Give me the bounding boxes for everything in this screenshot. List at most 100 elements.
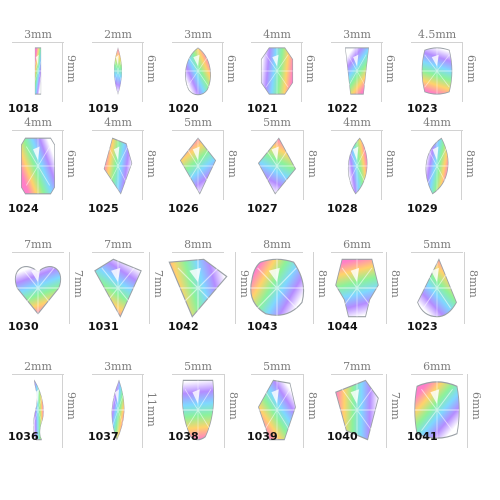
product-code: 1023 bbox=[407, 320, 438, 333]
product-code: 1044 bbox=[327, 320, 358, 333]
height-label: 9mm bbox=[65, 55, 78, 83]
triangle-icon bbox=[168, 258, 228, 318]
width-rule bbox=[92, 374, 144, 375]
height-label: 11mm bbox=[145, 392, 158, 427]
product-code: 1028 bbox=[327, 202, 358, 215]
width-label: 7mm bbox=[104, 238, 132, 251]
cushion-icon bbox=[419, 47, 455, 95]
height-label: 8mm bbox=[467, 270, 480, 298]
product-code: 1041 bbox=[407, 430, 438, 443]
width-label: 3mm bbox=[184, 28, 212, 41]
width-label: 5mm bbox=[263, 360, 291, 373]
height-label: 6mm bbox=[304, 55, 317, 83]
height-rule bbox=[224, 374, 225, 448]
height-rule bbox=[142, 130, 143, 200]
heart-icon bbox=[14, 259, 62, 317]
height-rule bbox=[62, 130, 63, 200]
height-rule bbox=[461, 130, 462, 200]
height-label: 7mm bbox=[72, 270, 85, 298]
width-label: 5mm bbox=[263, 116, 291, 129]
height-label: 8mm bbox=[316, 270, 329, 298]
height-label: 7mm bbox=[389, 392, 402, 420]
width-label: 6mm bbox=[423, 360, 451, 373]
width-label: 4mm bbox=[24, 116, 52, 129]
height-rule bbox=[313, 252, 314, 324]
height-label: 8mm bbox=[464, 150, 477, 178]
teardrop-icon bbox=[417, 258, 457, 318]
marquise-icon bbox=[110, 47, 126, 95]
width-rule bbox=[12, 374, 64, 375]
emerald-cut-icon bbox=[21, 137, 55, 195]
width-rule bbox=[331, 130, 383, 131]
leaf-icon bbox=[343, 137, 371, 195]
width-rule bbox=[411, 374, 463, 375]
height-rule bbox=[381, 130, 382, 200]
rhombus-icon bbox=[257, 137, 297, 195]
wave-icon bbox=[28, 379, 48, 441]
height-label: 6mm bbox=[470, 392, 483, 420]
product-code: 1024 bbox=[8, 202, 39, 215]
height-label: 6mm bbox=[384, 55, 397, 83]
width-label: 3mm bbox=[24, 28, 52, 41]
width-rule bbox=[331, 252, 383, 253]
height-label: 8mm bbox=[389, 270, 402, 298]
height-label: 9mm bbox=[238, 270, 251, 298]
product-code: 1031 bbox=[88, 320, 119, 333]
skull-icon bbox=[335, 258, 379, 318]
height-label: 8mm bbox=[306, 392, 319, 420]
height-rule bbox=[386, 374, 387, 448]
height-label: 8mm bbox=[227, 392, 240, 420]
product-code: 1030 bbox=[8, 320, 39, 333]
height-label: 6mm bbox=[65, 150, 78, 178]
width-rule bbox=[92, 130, 144, 131]
product-code: 1021 bbox=[247, 102, 278, 115]
baguette-icon bbox=[30, 47, 46, 95]
width-label: 7mm bbox=[343, 360, 371, 373]
width-rule bbox=[172, 42, 224, 43]
width-label: 5mm bbox=[184, 360, 212, 373]
width-label: 4mm bbox=[104, 116, 132, 129]
width-rule bbox=[172, 130, 224, 131]
product-code: 1040 bbox=[327, 430, 358, 443]
round-blob-icon bbox=[249, 258, 305, 317]
width-rule bbox=[92, 42, 144, 43]
product-code: 1029 bbox=[407, 202, 438, 215]
product-code: 1043 bbox=[247, 320, 278, 333]
height-rule bbox=[149, 252, 150, 324]
height-rule bbox=[222, 42, 223, 102]
width-rule bbox=[172, 374, 224, 375]
height-rule bbox=[301, 42, 302, 102]
height-label: 8mm bbox=[306, 150, 319, 178]
width-label: 3mm bbox=[343, 28, 371, 41]
width-rule bbox=[251, 130, 303, 131]
flame-icon bbox=[258, 379, 296, 441]
width-label: 2mm bbox=[104, 28, 132, 41]
width-rule bbox=[411, 130, 463, 131]
height-rule bbox=[462, 42, 463, 102]
drop-icon bbox=[179, 379, 217, 441]
height-rule bbox=[467, 374, 468, 448]
product-code: 1038 bbox=[168, 430, 199, 443]
height-rule bbox=[142, 42, 143, 102]
product-code: 1020 bbox=[168, 102, 199, 115]
product-code: 1037 bbox=[88, 430, 119, 443]
product-code: 1018 bbox=[8, 102, 39, 115]
product-code: 1027 bbox=[247, 202, 278, 215]
height-label: 6mm bbox=[225, 55, 238, 83]
wavy-square-icon bbox=[414, 380, 460, 440]
width-rule bbox=[331, 42, 383, 43]
trapezoid-icon bbox=[344, 47, 370, 95]
width-label: 7mm bbox=[24, 238, 52, 251]
height-label: 8mm bbox=[226, 150, 239, 178]
width-rule bbox=[12, 252, 64, 253]
width-rule bbox=[251, 252, 303, 253]
height-rule bbox=[381, 42, 382, 102]
width-rule bbox=[251, 42, 303, 43]
width-label: 5mm bbox=[423, 238, 451, 251]
height-label: 7mm bbox=[152, 270, 165, 298]
height-rule bbox=[69, 252, 70, 324]
height-label: 6mm bbox=[465, 55, 478, 83]
height-rule bbox=[386, 252, 387, 324]
width-rule bbox=[12, 42, 64, 43]
